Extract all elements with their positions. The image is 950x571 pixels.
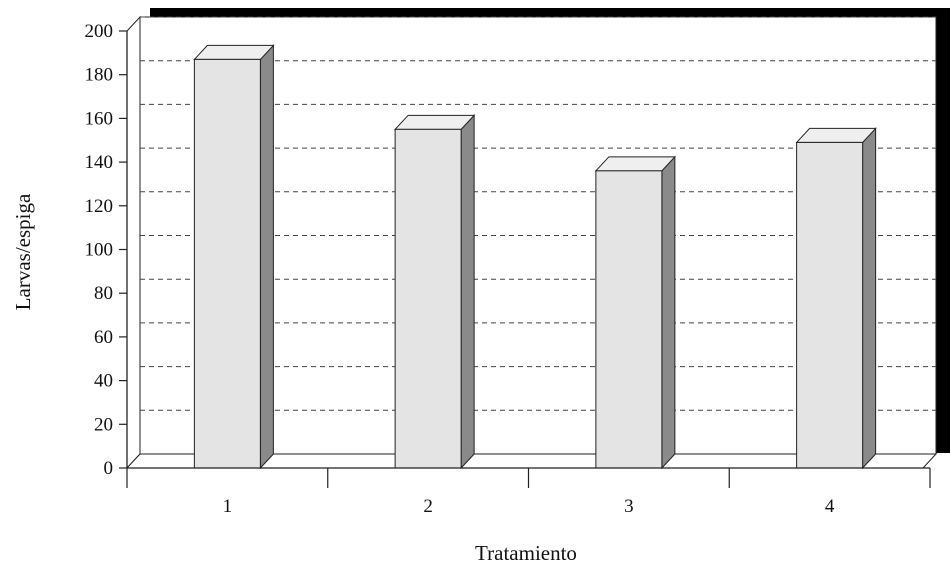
bar-front (394, 128, 462, 469)
bar-front (193, 58, 261, 469)
bar (193, 44, 275, 470)
bar-side (661, 155, 676, 470)
y-tick-label: 40 (94, 371, 113, 392)
bar-top (795, 127, 877, 143)
bar-side (460, 114, 475, 470)
y-tick-labels: 0 20 40 60 80 100 120 140 160 180 200 (85, 21, 114, 479)
bar (795, 127, 877, 470)
y-tick-label: 100 (85, 240, 114, 261)
bar-top (393, 114, 476, 130)
x-tick-label: 1 (223, 496, 233, 517)
bars (193, 44, 877, 470)
y-axis-label: Larvas/espiga (11, 193, 35, 310)
bar-side (259, 44, 274, 470)
bar (393, 114, 476, 470)
bar-top (594, 156, 677, 172)
x-axis-label: Tratamiento (475, 541, 577, 565)
y-tick-label: 80 (94, 283, 113, 304)
bar (594, 155, 677, 470)
bar-top (193, 44, 275, 60)
y-tick-label: 60 (94, 327, 113, 348)
x-tick-labels: 1 2 3 4 (223, 496, 835, 517)
x-tick-label: 2 (423, 496, 433, 517)
gridlines (140, 16, 936, 411)
y-tick-label: 180 (85, 65, 114, 86)
x-tick-label: 3 (624, 496, 634, 517)
x-tick-label: 4 (825, 496, 835, 517)
y-tick-label: 140 (85, 152, 114, 173)
side-wall (126, 15, 141, 470)
bar-side (862, 127, 877, 470)
backdrop-shadow-right (936, 8, 950, 453)
y-tick-label: 120 (85, 196, 114, 217)
y-tick-label: 200 (85, 21, 114, 42)
bar-front (595, 170, 663, 469)
bar-front (796, 141, 864, 469)
y-tick-label: 0 (104, 458, 114, 479)
axes (119, 30, 931, 488)
y-tick-label: 20 (94, 414, 113, 435)
y-tick-label: 160 (85, 108, 114, 129)
backdrop-shadow-top (150, 8, 950, 18)
